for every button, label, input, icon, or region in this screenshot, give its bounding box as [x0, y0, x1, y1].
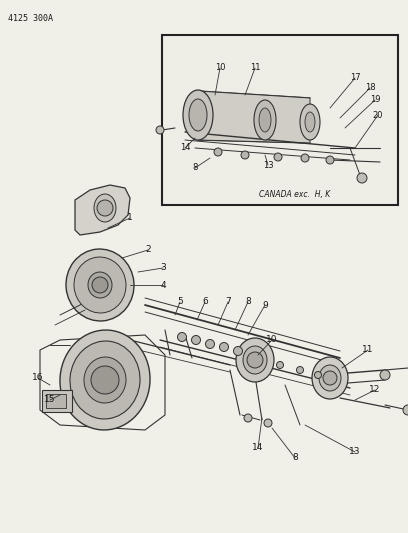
Text: 11: 11 — [250, 63, 260, 72]
Ellipse shape — [189, 99, 207, 131]
Text: 17: 17 — [350, 74, 360, 83]
Circle shape — [92, 277, 108, 293]
Ellipse shape — [236, 338, 274, 382]
Circle shape — [277, 361, 284, 368]
Circle shape — [247, 352, 263, 368]
Ellipse shape — [84, 357, 126, 403]
Ellipse shape — [254, 100, 276, 140]
Bar — [42, 390, 72, 412]
Circle shape — [244, 414, 252, 422]
Circle shape — [177, 333, 186, 342]
Circle shape — [326, 156, 334, 164]
Text: 13: 13 — [263, 160, 273, 169]
Text: 4125 300A: 4125 300A — [8, 14, 53, 23]
Ellipse shape — [305, 112, 315, 132]
Text: 1: 1 — [127, 214, 133, 222]
Ellipse shape — [66, 249, 134, 321]
Text: 10: 10 — [215, 63, 225, 72]
Circle shape — [357, 173, 367, 183]
Circle shape — [380, 370, 390, 380]
Text: 10: 10 — [266, 335, 278, 344]
Circle shape — [206, 340, 215, 349]
Ellipse shape — [183, 90, 213, 140]
Circle shape — [323, 371, 337, 385]
Text: 5: 5 — [177, 297, 183, 306]
Text: 16: 16 — [32, 374, 44, 383]
Text: 8: 8 — [292, 454, 298, 463]
Text: 6: 6 — [202, 297, 208, 306]
Text: 12: 12 — [369, 385, 381, 394]
Ellipse shape — [243, 346, 267, 374]
Ellipse shape — [259, 108, 271, 132]
Text: 14: 14 — [180, 143, 190, 152]
Text: CANADA exc.  H, K: CANADA exc. H, K — [259, 190, 330, 199]
Polygon shape — [75, 185, 130, 235]
Bar — [162, 35, 398, 205]
Text: 14: 14 — [252, 443, 264, 453]
Bar — [46, 394, 66, 408]
Ellipse shape — [312, 357, 348, 399]
Text: 11: 11 — [362, 345, 374, 354]
Ellipse shape — [319, 365, 341, 391]
Circle shape — [156, 126, 164, 134]
Text: 2: 2 — [145, 246, 151, 254]
Polygon shape — [198, 91, 310, 143]
Ellipse shape — [74, 257, 126, 313]
Ellipse shape — [94, 194, 116, 222]
Circle shape — [297, 367, 304, 374]
Text: 15: 15 — [44, 395, 56, 405]
Text: 19: 19 — [370, 95, 380, 104]
Circle shape — [301, 154, 309, 162]
Ellipse shape — [60, 330, 150, 430]
Circle shape — [191, 335, 200, 344]
Text: 4: 4 — [160, 280, 166, 289]
Circle shape — [315, 372, 322, 378]
Circle shape — [214, 148, 222, 156]
Circle shape — [91, 366, 119, 394]
Ellipse shape — [70, 341, 140, 419]
Circle shape — [220, 343, 228, 351]
Text: 13: 13 — [349, 448, 361, 456]
Circle shape — [264, 419, 272, 427]
Circle shape — [97, 200, 113, 216]
Ellipse shape — [88, 272, 112, 298]
Circle shape — [241, 151, 249, 159]
Text: 20: 20 — [373, 110, 383, 119]
Text: 8: 8 — [245, 297, 251, 306]
Text: 8: 8 — [192, 164, 198, 173]
Text: 18: 18 — [365, 84, 375, 93]
Circle shape — [233, 346, 242, 356]
Text: 3: 3 — [160, 263, 166, 272]
Circle shape — [274, 153, 282, 161]
Text: 9: 9 — [262, 301, 268, 310]
Ellipse shape — [300, 104, 320, 140]
Text: 7: 7 — [225, 297, 231, 306]
Circle shape — [403, 405, 408, 415]
